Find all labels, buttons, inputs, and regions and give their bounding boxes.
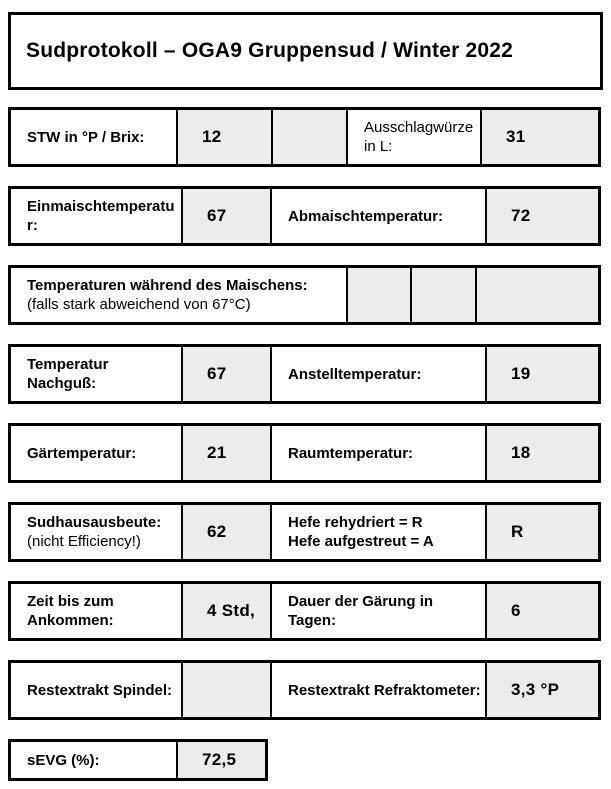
gaerdauer-label: Dauer der Gärung in Tagen: (270, 584, 485, 638)
hefe-value-field[interactable]: R (485, 505, 598, 559)
restextrakt-refraktometer-value-field[interactable]: 3,3 °P (485, 663, 598, 717)
row-fermentation-temperatures: Gärtemperatur: 21 Raumtemperatur: 18 (8, 423, 601, 483)
raumtemperatur-value-field[interactable]: 18 (485, 426, 598, 480)
ankommen-label: Zeit bis zum Ankommen: (27, 593, 114, 629)
ausschlagwuerze-label: Ausschlagwürze in L: (346, 110, 480, 164)
gaertemperatur-label: Gärtemperatur: (27, 444, 137, 462)
abmaischtemperatur-value-field[interactable]: 72 (485, 189, 598, 243)
row-stw-ausschlagwuerze: STW in °P / Brix: 12 Ausschlagwürze in L… (8, 107, 601, 167)
mash-profile-field-2[interactable] (410, 268, 475, 322)
stw-value-field[interactable]: 12 (176, 110, 271, 164)
row-sparge-pitch-temperatures: Temperatur Nachguß: 67 Anstelltemperatur… (8, 344, 601, 404)
sudhausausbeute-value-field[interactable]: 62 (181, 505, 270, 559)
stw-label: STW in °P / Brix: (27, 128, 145, 146)
row-timing: Zeit bis zum Ankommen: 4 Std, Dauer der … (8, 581, 601, 641)
row-mash-profile: Temperaturen während des Maischens: (fal… (8, 265, 601, 325)
row-sevg: sEVG (%): 72,5 (8, 739, 268, 781)
mash-profile-label: Temperaturen während des Maischens: (fal… (27, 277, 308, 313)
mash-profile-field-3[interactable] (475, 268, 598, 322)
row-rest-extract: Restextrakt Spindel: Restextrakt Refrakt… (8, 660, 601, 720)
sevg-label: sEVG (%): (27, 751, 100, 769)
einmaischtemperatur-label: Einmaischtemperatur: (27, 198, 175, 234)
row-yield-yeast: Sudhausausbeute: (nicht Efficiency!) 62 … (8, 502, 601, 562)
raumtemperatur-label: Raumtemperatur: (270, 426, 485, 480)
gaerdauer-value-field[interactable]: 6 (485, 584, 598, 638)
anstelltemperatur-value-field[interactable]: 19 (485, 347, 598, 401)
restextrakt-spindel-label: Restextrakt Spindel: (27, 681, 173, 699)
abmaischtemperatur-label: Abmaischtemperatur: (270, 189, 485, 243)
restextrakt-refraktometer-label: Restextrakt Refraktometer: (270, 663, 485, 717)
document-title-box: Sudprotokoll – OGA9 Gruppensud / Winter … (8, 12, 603, 90)
ankommen-value-field[interactable]: 4 Std, (181, 584, 270, 638)
nachguss-value-field[interactable]: 67 (181, 347, 270, 401)
restextrakt-spindel-value-field[interactable] (181, 663, 270, 717)
ausschlagwuerze-value-field[interactable]: 31 (480, 110, 598, 164)
einmaischtemperatur-value-field[interactable]: 67 (181, 189, 270, 243)
sevg-value-field[interactable]: 72,5 (176, 742, 265, 778)
document-title: Sudprotokoll – OGA9 Gruppensud / Winter … (26, 39, 514, 62)
gaertemperatur-value-field[interactable]: 21 (181, 426, 270, 480)
sudhausausbeute-label: Sudhausausbeute: (nicht Efficiency!) (27, 514, 162, 550)
row-mash-temperatures: Einmaischtemperatur: 67 Abmaischtemperat… (8, 186, 601, 246)
mash-profile-field-1[interactable] (346, 268, 410, 322)
anstelltemperatur-label: Anstelltemperatur: (270, 347, 485, 401)
stw-extra-value-field[interactable] (271, 110, 346, 164)
nachguss-label: Temperatur Nachguß: (27, 356, 109, 392)
hefe-label: Hefe rehydriert = R Hefe aufgestreut = A (270, 505, 485, 559)
